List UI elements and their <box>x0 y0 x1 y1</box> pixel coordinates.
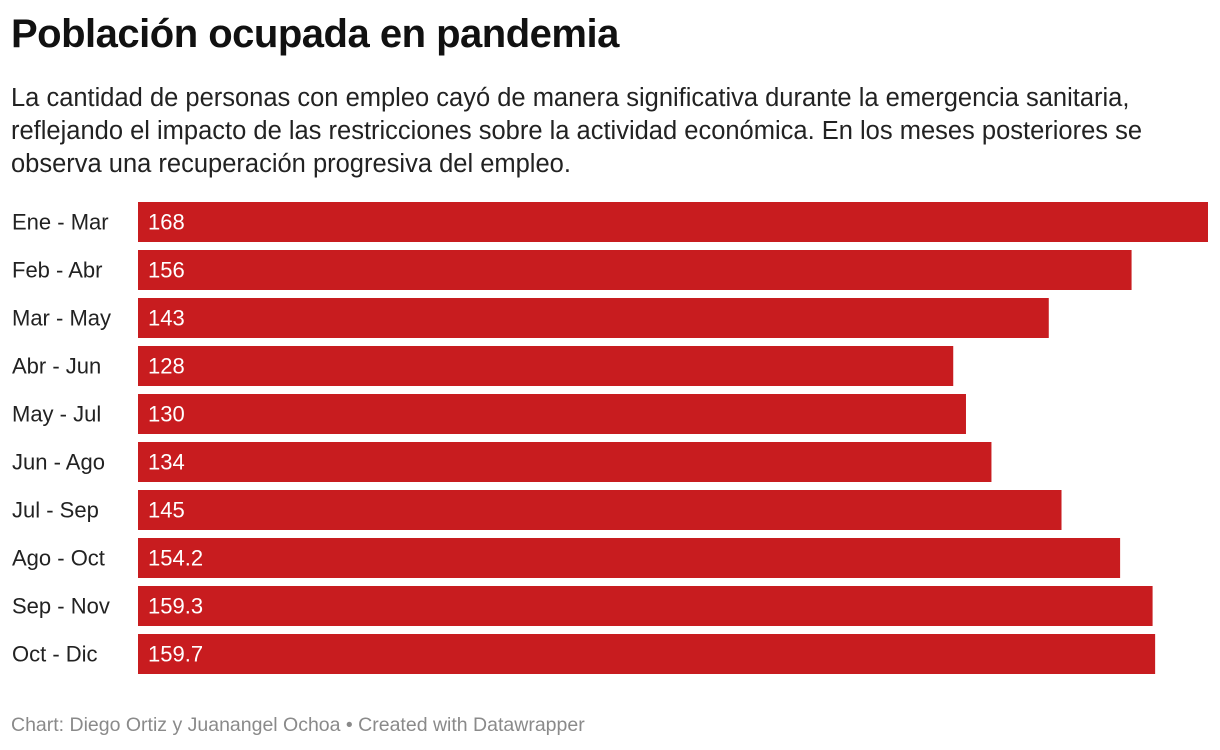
bar-value-label: 159.7 <box>148 642 203 667</box>
bar <box>138 538 1121 578</box>
bar-value-label: 128 <box>148 354 185 379</box>
chart-title: Población ocupada en pandemia <box>11 12 619 56</box>
category-label: Sep - Nov <box>12 594 110 619</box>
bar <box>138 490 1062 530</box>
category-label: May - Jul <box>12 402 101 427</box>
chart-subtitle: La cantidad de personas con empleo cayó … <box>11 84 1143 178</box>
category-label: Ene - Mar <box>12 210 109 235</box>
bar-value-label: 130 <box>148 402 185 427</box>
bar-value-label: 154.2 <box>148 546 203 571</box>
bar <box>138 442 992 482</box>
chart-credit: Chart: Diego Ortiz y Juanangel Ochoa • C… <box>11 714 585 736</box>
bar <box>138 202 1208 242</box>
bar-value-label: 159.3 <box>148 594 203 619</box>
bar-value-label: 145 <box>148 498 185 523</box>
bar-value-label: 134 <box>148 450 185 475</box>
bar-value-label: 143 <box>148 306 185 331</box>
category-label: Oct - Dic <box>12 642 98 667</box>
category-label: Feb - Abr <box>12 258 102 283</box>
category-label: Jul - Sep <box>12 498 99 523</box>
bar <box>138 634 1156 674</box>
bar <box>138 346 954 386</box>
bar <box>138 394 966 434</box>
bar <box>138 586 1153 626</box>
category-label: Mar - May <box>12 306 111 331</box>
category-label: Jun - Ago <box>12 450 105 475</box>
category-label: Ago - Oct <box>12 546 105 571</box>
category-label: Abr - Jun <box>12 354 101 379</box>
bar-value-label: 156 <box>148 258 185 283</box>
bar <box>138 250 1132 290</box>
bar-value-label: 168 <box>148 210 185 235</box>
bar <box>138 298 1049 338</box>
bar-chart: Ene - Mar 168 Feb - Abr 156 Mar - May 143 Abr … <box>12 202 1208 674</box>
